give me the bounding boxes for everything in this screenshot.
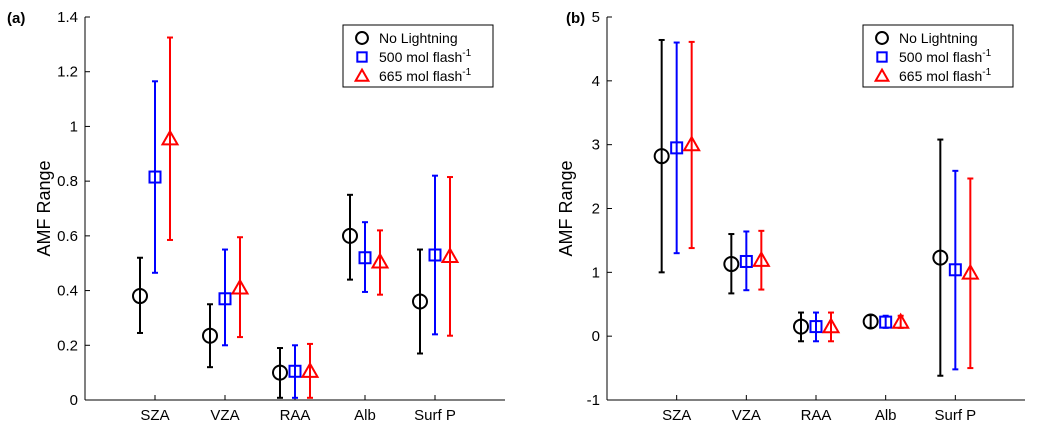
series-triangle: [682, 40, 980, 370]
legend-marker: [876, 51, 888, 63]
data-point: [132, 288, 148, 305]
y-tick-label: 1.4: [57, 9, 78, 26]
data-point: [653, 148, 670, 165]
legend-label: 665 mol flash-1: [899, 67, 992, 84]
data-point: [428, 248, 442, 262]
data-point: [682, 135, 701, 152]
data-point: [218, 292, 232, 306]
legend-label: 500 mol flash-1: [899, 48, 992, 65]
legend-marker: [356, 51, 368, 63]
data-point: [148, 170, 162, 184]
legend-label: 665 mol flash-1: [379, 67, 472, 84]
y-tick-label: 0.6: [57, 228, 78, 245]
x-tick-label: Surf P: [934, 407, 976, 424]
y-tick-label: 0: [592, 328, 600, 345]
y-tick-label: 0: [70, 392, 78, 409]
x-tick-label: SZA: [140, 407, 169, 424]
legend-marker: [355, 31, 369, 45]
series-circle: [132, 193, 428, 399]
legend-label: 500 mol flash-1: [379, 48, 472, 65]
data-point: [961, 263, 980, 280]
panel-a: 0 0.2 0.4 0.6 0.8 1 1.2 1.4 SZA VZA RAA Alb Surf P AM…: [7, 9, 505, 424]
legend: No Lightning 500 mol flash-1 665 mol flash…: [342, 24, 494, 88]
data-point: [358, 251, 372, 265]
data-point: [412, 293, 428, 310]
data-point: [160, 129, 180, 146]
data-point: [723, 256, 740, 273]
y-tick-label: 3: [592, 137, 600, 154]
y-tick-label: 0.4: [57, 283, 78, 300]
data-point: [809, 320, 823, 334]
legend-marker: [873, 67, 891, 82]
panel-label: (a): [7, 10, 25, 27]
panel-label: (b): [566, 10, 585, 27]
x-tick-label: RAA: [801, 407, 832, 424]
data-point: [932, 249, 949, 266]
series-square: [148, 80, 442, 399]
x-tick-label: RAA: [280, 407, 311, 424]
x-tick-label: VZA: [732, 407, 761, 424]
data-point: [202, 327, 218, 344]
data-point: [862, 313, 879, 330]
data-point: [288, 364, 302, 378]
legend-superscript: -1: [462, 48, 471, 59]
data-point: [793, 318, 809, 335]
legend-superscript: -1: [982, 48, 991, 59]
legend-label: No Lightning: [899, 30, 978, 46]
legend-marker: [875, 31, 889, 45]
data-point: [300, 361, 320, 378]
y-tick-label: -1: [587, 392, 600, 409]
y-tick-label: 0.2: [57, 337, 78, 354]
x-tick-label: SZA: [662, 407, 691, 424]
x-tick-label: Surf P: [414, 407, 456, 424]
y-tick-label: 0.8: [57, 173, 78, 190]
y-axis-label: AMF Range: [34, 160, 54, 256]
legend-label: No Lightning: [379, 30, 458, 46]
data-point: [891, 312, 910, 329]
x-tick-label: Alb: [354, 407, 376, 424]
data-point: [670, 141, 684, 155]
data-point: [370, 252, 390, 269]
series-triangle: [160, 36, 460, 399]
y-tick-label: 1: [70, 118, 78, 135]
y-tick-label: 2: [592, 201, 600, 218]
data-point: [440, 246, 460, 263]
data-point: [342, 227, 358, 244]
data-point: [272, 364, 288, 381]
legend-superscript: -1: [982, 67, 991, 78]
y-tick-label: 1.2: [57, 64, 78, 81]
data-point: [879, 315, 893, 329]
data-point: [948, 263, 962, 277]
data-point: [230, 278, 250, 295]
data-point: [821, 317, 841, 334]
panel-b: -1 0 1 2 3 4 5 SZA VZA RAA Alb Surf P AMF Range (b) No…: [556, 9, 1025, 424]
y-tick-label: 5: [592, 9, 600, 26]
x-tick-label: VZA: [210, 407, 239, 424]
series-square: [670, 41, 962, 371]
legend: No Lightning 500 mol flash-1 665 mol flash…: [862, 24, 1014, 88]
data-point: [752, 250, 771, 267]
y-tick-label: 1: [592, 264, 600, 281]
y-axis-label: AMF Range: [556, 160, 576, 256]
data-point: [739, 254, 753, 268]
y-tick-label: 4: [592, 73, 600, 90]
x-tick-label: Alb: [875, 407, 897, 424]
legend-superscript: -1: [462, 67, 471, 78]
legend-marker: [353, 67, 371, 82]
series-circle: [653, 38, 949, 377]
